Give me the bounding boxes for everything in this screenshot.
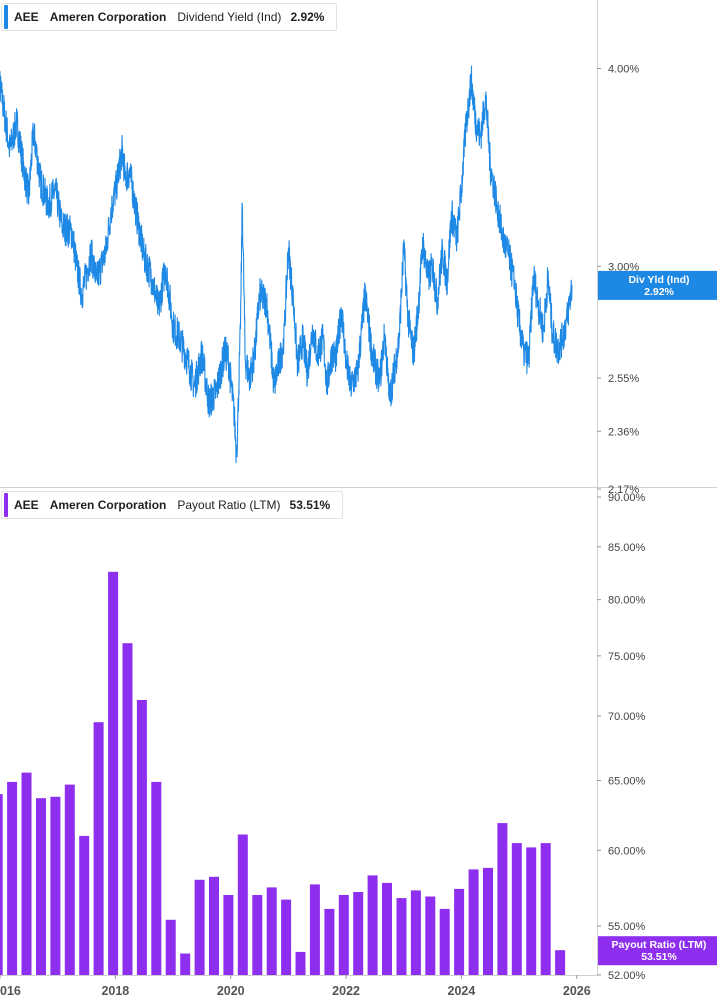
payout-bar: [79, 835, 90, 975]
panel-dividers: [0, 0, 717, 976]
latest-value-labels: Div Yld (Ind)2.92% Payout Ratio (LTM)53.5…: [598, 270, 717, 966]
x-tick-label: 2020: [217, 984, 245, 998]
payout-bar: [194, 879, 205, 975]
payout-bar: [108, 571, 119, 975]
payout-bar: [439, 908, 450, 975]
yield-legend: AEE Ameren Corporation Dividend Yield (I…: [1, 3, 338, 31]
payout-bar: [367, 875, 378, 975]
payout-y-tick-label: 65.00%: [608, 776, 646, 788]
payout-legend-latest: 53.51%: [289, 498, 331, 512]
payout-y-tick-label: 80.00%: [608, 595, 646, 607]
payout-latest-flag: [598, 936, 717, 966]
payout-legend-company: Ameren Corporation: [49, 498, 167, 512]
yield-legend-company: Ameren Corporation: [49, 10, 167, 24]
payout-legend: AEE Ameren Corporation Payout Ratio (LTM…: [1, 491, 344, 519]
yield-latest-flag: [598, 270, 717, 300]
payout-bar: [338, 895, 349, 975]
yield-legend-metric: Dividend Yield (Ind): [177, 10, 282, 24]
yield-y-tick-label: 2.36%: [608, 426, 639, 438]
payout-bar: [93, 722, 104, 975]
dividend-yield-plot: [0, 65, 573, 464]
payout-legend-metric: Payout Ratio (LTM): [177, 498, 281, 512]
payout-bar: [425, 896, 436, 975]
payout-bar: [180, 953, 191, 975]
yield-latest-flag-value: 2.92%: [644, 286, 674, 298]
payout-bar: [50, 796, 61, 975]
payout-bar: [266, 887, 277, 975]
x-tick-label: 2026: [563, 984, 591, 998]
payout-legend-ticker: AEE: [14, 498, 39, 512]
payout-bar: [540, 843, 551, 975]
payout-bar: [122, 643, 133, 975]
payout-bar: [151, 781, 162, 975]
payout-y-tick-label: 55.00%: [608, 921, 646, 933]
payout-bar: [497, 823, 508, 975]
payout-bar: [252, 895, 263, 975]
payout-y-tick-label: 75.00%: [608, 651, 646, 663]
payout-bar: [0, 794, 3, 975]
yield-y-tick-label: 2.17%: [608, 484, 639, 496]
payout-y-tick-label: 85.00%: [608, 542, 646, 554]
payout-bar: [209, 876, 219, 975]
payout-latest-flag-value: 53.51%: [641, 951, 677, 963]
payout-bar: [136, 700, 147, 975]
yield-latest-flag-title: Div Yld (Ind): [628, 274, 689, 286]
payout-bar: [165, 919, 176, 975]
x-tick-label: 2022: [332, 984, 360, 998]
payout-bar: [511, 843, 522, 975]
payout-bar: [223, 895, 234, 975]
payout-bar: [309, 884, 320, 975]
x-tick-label: 016: [0, 984, 21, 998]
payout-legend-swatch: [4, 493, 8, 517]
payout-bar: [324, 908, 335, 975]
payout-bar: [468, 869, 479, 975]
yield-y-tick-label: 2.55%: [608, 373, 639, 385]
yield-y-tick-label: 4.00%: [608, 64, 639, 76]
payout-y-tick-label: 70.00%: [608, 711, 646, 723]
payout-bar: [353, 892, 364, 975]
payout-bar: [483, 867, 493, 975]
payout-y-tick-label: 60.00%: [608, 845, 646, 857]
x-tick-label: 2024: [448, 984, 476, 998]
x-tick-label: 2018: [101, 984, 129, 998]
yield-y-tick-label: 3.00%: [608, 261, 639, 273]
payout-bar: [36, 798, 46, 975]
payout-bar: [21, 772, 32, 975]
payout-bar: [281, 899, 292, 975]
payout-bar: [526, 847, 537, 975]
payout-y-tick-label: 52.00%: [608, 970, 646, 982]
payout-bar: [64, 784, 75, 975]
payout-bar: [396, 898, 407, 975]
payout-bar: [555, 950, 566, 975]
axes: 4.00% 3.00% 2.55% 2.36% 2.17%90.00% 85.00% 80.…: [0, 64, 646, 998]
payout-y-tick-label: 90.00%: [608, 492, 646, 504]
payout-bar: [454, 888, 465, 975]
payout-bar: [382, 882, 392, 975]
payout-bar: [7, 781, 18, 975]
yield-legend-swatch: [4, 5, 8, 29]
payout-latest-flag-title: Payout Ratio (LTM): [612, 939, 707, 951]
dividend-yield-line: [0, 65, 573, 464]
payout-bar: [237, 834, 248, 975]
payout-ratio-plot: [0, 571, 566, 975]
payout-bar: [410, 890, 421, 975]
payout-bar: [295, 951, 306, 975]
yield-legend-latest: 2.92%: [290, 10, 325, 24]
yield-legend-ticker: AEE: [14, 10, 39, 24]
